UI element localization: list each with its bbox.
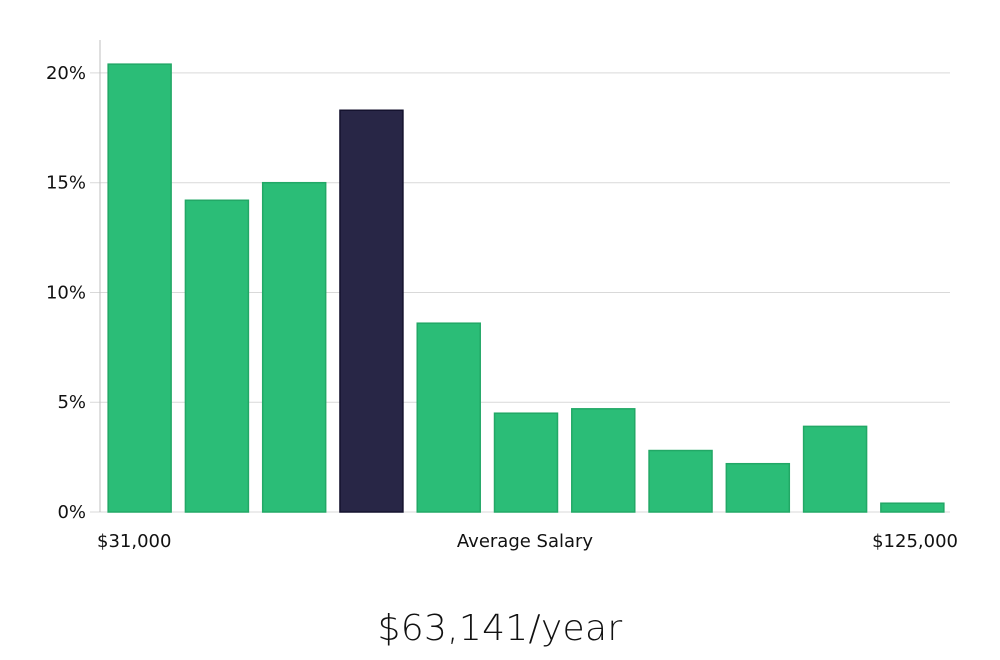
- y-tick-label: 10%: [46, 282, 86, 303]
- salary-bar[interactable]: [107, 63, 172, 513]
- salary-bar[interactable]: [725, 462, 791, 513]
- salary-bar[interactable]: [648, 449, 713, 513]
- y-tick-label: 0%: [57, 502, 86, 523]
- x-axis-labels: $31,000 Average Salary $125,000: [97, 531, 958, 552]
- bars: [107, 63, 945, 513]
- salary-bar[interactable]: [802, 425, 868, 513]
- y-tick-label: 20%: [46, 63, 86, 84]
- average-salary-value: $63,141/year: [377, 608, 623, 649]
- salary-bar[interactable]: [184, 199, 250, 513]
- salary-bar[interactable]: [571, 408, 636, 513]
- salary-bar[interactable]: [261, 181, 327, 513]
- x-min-label: $31,000: [97, 531, 171, 552]
- salary-bar[interactable]: [880, 502, 945, 513]
- y-tick-label: 5%: [57, 392, 86, 413]
- x-axis-title: Average Salary: [457, 531, 594, 552]
- chart-svg: 0% 5% 10% 15% 20% $31,000 Average Salary $12…: [46, 40, 958, 552]
- salary-bar-highlighted[interactable]: [339, 109, 404, 513]
- salary-bar[interactable]: [493, 412, 559, 513]
- x-max-label: $125,000: [872, 531, 958, 552]
- y-tick-label: 15%: [46, 173, 86, 194]
- salary-bar[interactable]: [416, 322, 481, 513]
- y-tick-labels: 0% 5% 10% 15% 20%: [46, 63, 86, 523]
